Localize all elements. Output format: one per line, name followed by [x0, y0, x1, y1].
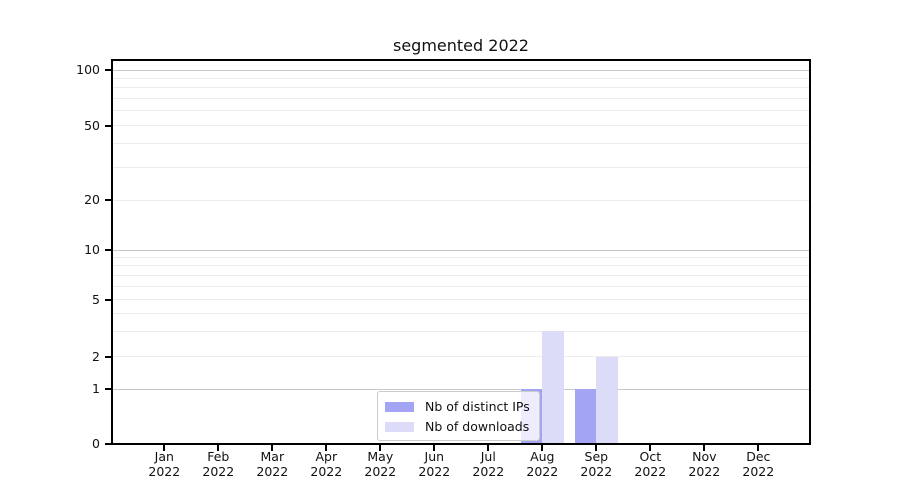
y-gridline	[112, 69, 810, 71]
y-gridline	[112, 299, 810, 300]
x-tickmark	[595, 445, 598, 451]
y-gridline	[112, 257, 810, 259]
y-tick-label: 10	[84, 242, 100, 257]
bar-distinct-ips	[574, 389, 597, 444]
x-tick-label: Jul 2022	[472, 449, 505, 479]
y-tickmark	[105, 199, 111, 201]
x-tick-label: Dec 2022	[742, 449, 775, 479]
x-tick-label: Sep 2022	[580, 449, 613, 479]
y-tickmark	[105, 388, 111, 391]
x-tick-label: Apr 2022	[310, 449, 343, 479]
y-tick-label: 100	[76, 62, 100, 77]
legend-label: Nb of distinct IPs	[425, 399, 530, 414]
x-tickmark	[271, 445, 274, 451]
y-tick-label: 20	[84, 192, 100, 207]
x-tick-label: Feb 2022	[202, 449, 235, 479]
y-gridline	[112, 388, 810, 390]
legend-swatch-downloads	[385, 421, 414, 432]
y-tick-label: 2	[92, 348, 100, 364]
x-tickmark	[433, 445, 436, 451]
y-tick-label: 50	[84, 117, 100, 133]
y-gridline	[112, 125, 810, 126]
x-tickmark	[541, 445, 544, 451]
y-tickmark	[105, 249, 111, 251]
y-gridline	[112, 356, 810, 358]
legend-label: Nb of downloads	[425, 419, 530, 434]
chart-title: segmented 2022	[393, 36, 529, 55]
y-gridline	[112, 199, 810, 201]
plot-frame	[111, 59, 811, 445]
y-tickmark	[105, 69, 111, 71]
y-gridline	[112, 77, 810, 79]
bar-downloads	[542, 331, 564, 444]
x-tickmark	[487, 445, 490, 451]
y-gridline	[112, 265, 810, 267]
x-tick-label: Oct 2022	[634, 449, 667, 479]
legend-swatch-distinct-ips	[385, 401, 414, 412]
legend: Nb of distinct IPs Nb of downloads	[377, 391, 540, 441]
x-tick-label: May 2022	[364, 449, 397, 479]
legend-item: Nb of downloads	[385, 419, 530, 434]
y-gridline	[112, 274, 810, 276]
y-tickmark	[105, 298, 111, 301]
y-gridline	[112, 330, 810, 332]
y-tick-label: 0	[92, 436, 100, 451]
y-tickmark	[105, 355, 111, 358]
y-tick-label: 5	[92, 291, 100, 307]
y-gridline	[112, 143, 810, 145]
x-tickmark	[163, 445, 166, 451]
y-tickmark	[105, 124, 111, 127]
y-tickmark	[105, 443, 111, 445]
y-gridline	[112, 87, 810, 89]
x-tickmark	[703, 445, 706, 451]
y-gridline	[112, 98, 810, 100]
x-tickmark	[325, 445, 328, 451]
x-tick-label: Mar 2022	[256, 449, 289, 479]
x-tickmark	[217, 445, 220, 451]
x-tick-label: Jun 2022	[418, 449, 451, 479]
y-gridline	[112, 166, 810, 168]
y-gridline	[112, 312, 810, 314]
x-tick-label: Aug 2022	[526, 449, 559, 479]
x-tick-label: Jan 2022	[148, 449, 181, 479]
legend-item: Nb of distinct IPs	[385, 399, 530, 414]
y-gridline	[112, 285, 810, 287]
x-tickmark	[757, 445, 760, 451]
y-gridline	[112, 249, 810, 251]
y-gridline	[112, 110, 810, 112]
x-tick-label: Nov 2022	[688, 449, 721, 479]
bar-downloads	[596, 356, 618, 444]
x-tickmark	[649, 445, 652, 451]
y-tick-label: 1	[92, 381, 100, 397]
x-tickmark	[379, 445, 382, 451]
